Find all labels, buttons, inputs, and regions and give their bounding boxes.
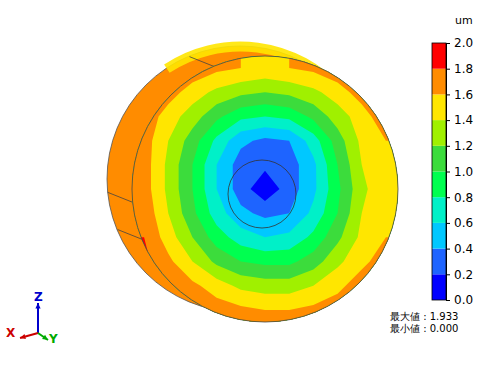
colorbar-tick-label: 1.2 [454, 139, 473, 153]
bore-outline [228, 160, 296, 228]
colorbar-frame [432, 43, 446, 300]
contour-band [132, 56, 398, 322]
colorbar-tick: 0.6 [446, 216, 473, 230]
front-face-outline [132, 56, 398, 322]
colorbar-tick-label: 0.6 [454, 216, 473, 230]
colorbar-tick-label: 0.0 [454, 293, 473, 307]
colorbar-tick-label: 1.6 [454, 88, 473, 102]
contour-band [132, 56, 398, 322]
colorbar-tick-label: 1.4 [454, 113, 473, 127]
cylinder-edge [108, 192, 133, 202]
colorbar-band [432, 94, 446, 120]
colorbar-tick-label: 0.8 [454, 191, 473, 205]
colorbar-tick-mark [446, 146, 450, 147]
colorbar: 0.0 0.2 0.4 0.6 0.8 1.0 1.2 1.4 1.6 1.8 2.0 [432, 36, 473, 307]
colorbar-tick-mark [446, 249, 450, 250]
colorbar-tick: 1.4 [446, 113, 473, 127]
colorbar-band [432, 172, 446, 198]
colorbar-band [432, 146, 446, 172]
contour-band [132, 56, 398, 322]
colorbar-tick-label: 0.2 [454, 268, 473, 282]
colorbar-tick-mark [446, 223, 450, 224]
contour-band [132, 56, 398, 322]
contour-band [132, 56, 398, 322]
contour-band [132, 56, 398, 322]
colorbar-tick-mark [446, 120, 450, 121]
contour-field [132, 56, 398, 322]
annotation: 最大値 : 1.933 [390, 311, 458, 322]
chart: 0.0 0.2 0.4 0.6 0.8 1.0 1.2 1.4 1.6 1.8 2.0 um 最大値 :… [0, 0, 500, 375]
y-label: Y [48, 332, 58, 346]
colorbar-tick-mark [446, 43, 450, 44]
colorbar-band [432, 43, 446, 69]
contour-band [132, 56, 398, 322]
colorbar-band [432, 249, 446, 275]
colorbar-tick-mark [446, 274, 450, 275]
annotation: 最小値 : 0.000 [390, 323, 458, 334]
colorbar-tick: 0.4 [446, 242, 473, 256]
colorbar-band [432, 197, 446, 223]
colorbar-band [432, 274, 446, 300]
contour-band [132, 56, 398, 322]
colorbar-tick-mark [446, 300, 450, 301]
contour-band [132, 56, 398, 322]
colorbar-band [432, 120, 446, 146]
colorbar-band [432, 69, 446, 95]
y-arrow-head [42, 335, 48, 340]
contour-band [132, 56, 398, 322]
colorbar-axis-line [447, 44, 451, 301]
colorbar-tick-mark [446, 197, 450, 198]
colorbar-axis: 0.0 0.2 0.4 0.6 0.8 1.0 1.2 1.4 1.6 1.8 2.0 [446, 36, 473, 307]
colorbar-band [432, 223, 446, 249]
x-label: X [6, 326, 16, 340]
colorbar-tick: 1.8 [446, 62, 473, 76]
colorbar-tick-mark [446, 172, 450, 173]
y-arrow [38, 333, 48, 340]
x-arrow-head [20, 334, 26, 339]
colorbar-tick: 1.0 [446, 165, 473, 179]
colorbar-tick: 0.0 [446, 293, 473, 307]
colorbar-tick: 1.6 [446, 88, 473, 102]
colorbar-tick-label: 1.0 [454, 165, 473, 179]
axis-triad: Z X Y [6, 290, 58, 346]
z-label: Z [34, 290, 43, 304]
colorbar-tick: 1.2 [446, 139, 473, 153]
colorbar-tick-label: 2.0 [454, 36, 473, 50]
colorbar-tick-label: 0.4 [454, 242, 473, 256]
colorbar-tick-mark [446, 69, 450, 70]
colorbar-tick: 0.2 [446, 268, 473, 282]
cylinder-edge [189, 57, 214, 67]
colorbar-title: um [455, 14, 473, 27]
colorbar-tick: 2.0 [446, 36, 473, 50]
colorbar-tick-label: 1.8 [454, 62, 473, 76]
colorbar-tick-mark [446, 94, 450, 95]
colorbar-tick: 0.8 [446, 191, 473, 205]
